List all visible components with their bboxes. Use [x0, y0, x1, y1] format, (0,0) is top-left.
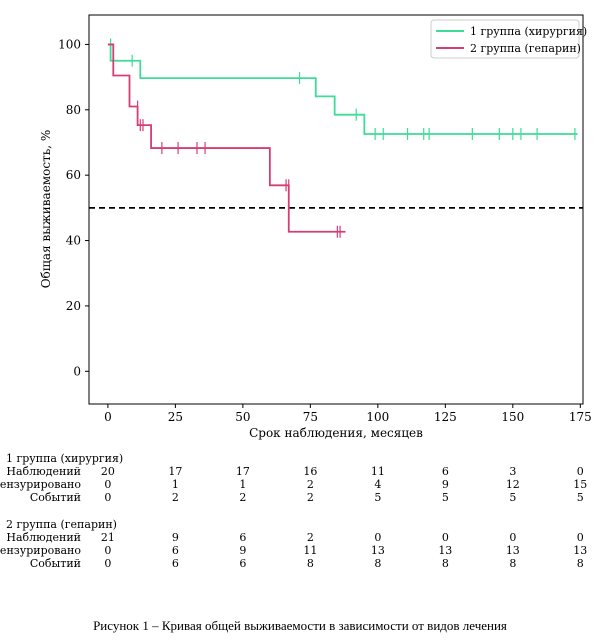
- risk-table-cell: 17: [168, 465, 183, 478]
- risk-table-cell: 6: [441, 465, 449, 478]
- risk-table-cell: 2: [306, 531, 314, 544]
- risk-table-cell: 1: [171, 478, 179, 491]
- risk-table-cell: 9: [239, 544, 247, 557]
- axis-ticks: 0 25 50 75 100 125 150 175 0 20 40 60 80 100: [58, 37, 592, 424]
- risk-table-row-label: Событий: [29, 491, 81, 504]
- legend-label-group1: 1 группа (хирургия): [470, 25, 587, 38]
- risk-table-cell: 6: [239, 557, 247, 570]
- risk-table-cell: 5: [441, 491, 449, 504]
- risk-table-group-title: 1 группа (хирургия): [6, 452, 124, 465]
- risk-table-cell: 13: [505, 544, 520, 557]
- risk-table-cell: 0: [104, 478, 112, 491]
- risk-table-row-label: Цензурировано: [0, 478, 81, 491]
- risk-table-cell: 13: [370, 544, 385, 557]
- risk-table-cell: 11: [370, 465, 385, 478]
- risk-table-cell: 15: [573, 478, 588, 491]
- x-tick-label: 50: [235, 410, 250, 424]
- risk-table-cell: 16: [303, 465, 318, 478]
- series-line-group1: [107, 43, 578, 135]
- figure-caption: Рисунок 1 – Кривая общей выживаемости в …: [93, 618, 507, 633]
- risk-table-cell: 12: [505, 478, 520, 491]
- y-tick-label: 0: [73, 364, 81, 378]
- survival-chart: 0 25 50 75 100 125 150 175 0 20 40 60 80 100 Срок наб…: [39, 14, 592, 440]
- y-tick-label: 40: [66, 234, 81, 248]
- risk-table-cell: 4: [374, 478, 382, 491]
- risk-table-cell: 17: [235, 465, 250, 478]
- x-tick-label: 0: [104, 410, 112, 424]
- risk-table-row-label: Наблюдений: [6, 465, 81, 478]
- x-tick-label: 100: [366, 410, 389, 424]
- legend-box: [430, 19, 580, 59]
- risk-table-row-label: Наблюдений: [6, 531, 81, 544]
- x-axis-title: Срок наблюдения, месяцев: [249, 426, 423, 440]
- x-tick-label: 75: [303, 410, 318, 424]
- risk-table-cell: 8: [576, 557, 584, 570]
- risk-table-cell: 2: [171, 491, 179, 504]
- x-tick-label: 175: [569, 410, 592, 424]
- risk-table-cell: 9: [171, 531, 179, 544]
- risk-table-cell: 2: [306, 491, 314, 504]
- risk-table-cell: 0: [509, 531, 517, 544]
- risk-table-cell: 9: [441, 478, 449, 491]
- risk-table-cell: 0: [576, 531, 584, 544]
- y-tick-label: 20: [66, 299, 81, 313]
- risk-table-cell: 2: [306, 478, 314, 491]
- plot-frame: [88, 14, 584, 405]
- risk-table-cell: 3: [509, 465, 517, 478]
- legend-label-group2: 2 группа (гепарин): [470, 42, 581, 55]
- risk-table-cell: 0: [576, 465, 584, 478]
- risk-table-cell: 0: [104, 491, 112, 504]
- risk-table-cell: 5: [374, 491, 382, 504]
- risk-table-cell: 20: [100, 465, 115, 478]
- risk-table-cell: 0: [441, 531, 449, 544]
- risk-table-cell: 13: [573, 544, 588, 557]
- risk-table-cell: 0: [104, 557, 112, 570]
- y-tick-label: 100: [58, 37, 81, 51]
- series-line-group2: [107, 43, 346, 233]
- risk-table-cell: 13: [438, 544, 453, 557]
- x-tick-label: 125: [434, 410, 457, 424]
- risk-table-cell: 8: [306, 557, 314, 570]
- risk-table-cell: 21: [100, 531, 115, 544]
- y-tick-label: 80: [66, 103, 81, 117]
- risk-table-row-label: Событий: [29, 557, 81, 570]
- risk-table-cell: 0: [374, 531, 382, 544]
- risk-table-cell: 6: [171, 544, 179, 557]
- risk-table-group-title: 2 группа (гепарин): [6, 518, 117, 531]
- legend: 1 группа (хирургия) 2 группа (гепарин): [430, 19, 587, 59]
- risk-table-cell: 0: [104, 544, 112, 557]
- risk-table-cell: 6: [171, 557, 179, 570]
- series-layer: [107, 38, 578, 238]
- risk-table-cell: 5: [509, 491, 517, 504]
- risk-table-cell: 11: [303, 544, 318, 557]
- risk-table-cell: 6: [239, 531, 247, 544]
- risk-table-cell: 5: [576, 491, 584, 504]
- risk-table-cell: 2: [239, 491, 247, 504]
- risk-table-cell: 8: [441, 557, 449, 570]
- risk-table-row-label: Цензурировано: [0, 544, 81, 557]
- risk-table-cell: 8: [509, 557, 517, 570]
- y-axis-title: Общая выживаемость, %: [39, 130, 53, 289]
- risk-table-cell: 8: [374, 557, 382, 570]
- y-tick-label: 60: [66, 168, 81, 182]
- x-tick-label: 150: [501, 410, 524, 424]
- risk-table-cell: 1: [239, 478, 247, 491]
- x-tick-label: 25: [168, 410, 183, 424]
